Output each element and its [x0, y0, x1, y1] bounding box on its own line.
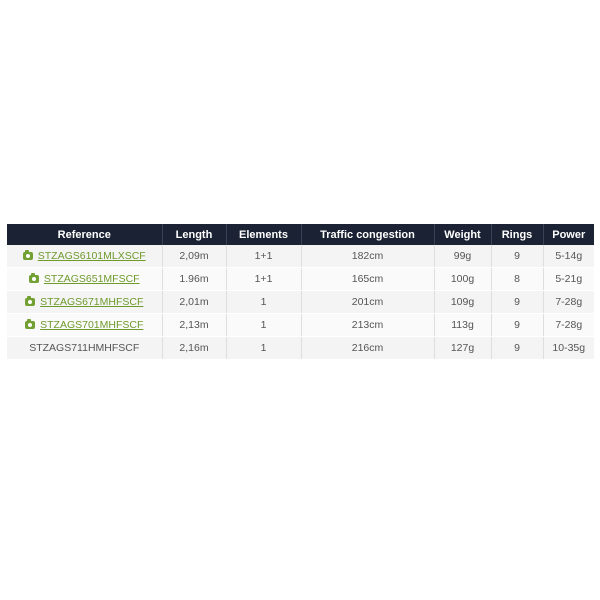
length-cell: 2,09m [161, 245, 226, 268]
power-cell: 5-21g [542, 267, 594, 291]
reference-cell: STZAGS651MFSCF [7, 267, 162, 291]
camera-icon[interactable] [25, 296, 36, 306]
elements-cell: 1 [225, 290, 301, 314]
column-header-traffic-congestion: Traffic congestion [300, 224, 434, 245]
camera-icon[interactable] [25, 319, 36, 329]
weight-cell: 127g [433, 336, 491, 360]
reference-cell: STZAGS701MHFSCF [7, 313, 162, 337]
rings-cell: 9 [490, 336, 543, 360]
traffic-congestion-cell: 213cm [300, 313, 434, 337]
length-cell: 1.96m [161, 267, 226, 291]
length-cell: 2,16m [161, 336, 226, 360]
length-cell: 2,13m [161, 313, 226, 337]
traffic-congestion-cell: 182cm [300, 245, 434, 268]
column-header-elements: Elements [225, 224, 301, 245]
rings-cell: 8 [490, 267, 543, 291]
table-row: STZAGS651MFSCF 1.96m 1+1 165cm 100g 8 5-… [7, 267, 594, 291]
power-cell: 5-14g [542, 245, 594, 268]
elements-cell: 1+1 [225, 245, 301, 268]
length-cell: 2,01m [161, 290, 226, 314]
reference-cell: STZAGS671MHFSCF [7, 290, 162, 314]
weight-cell: 99g [433, 245, 491, 268]
traffic-congestion-cell: 201cm [300, 290, 434, 314]
reference-link[interactable]: STZAGS671MHFSCF [40, 296, 144, 308]
elements-cell: 1+1 [225, 267, 301, 291]
reference-text: STZAGS711HMHFSCF [29, 342, 140, 354]
column-header-length: Length [161, 224, 226, 245]
traffic-congestion-cell: 165cm [300, 267, 434, 291]
table-row: STZAGS711HMHFSCF 2,16m 1 216cm 127g 9 10… [7, 336, 594, 360]
table-row: STZAGS6101MLXSCF 2,09m 1+1 182cm 99g 9 5… [7, 245, 594, 268]
weight-cell: 113g [433, 313, 491, 337]
reference-cell: STZAGS6101MLXSCF [7, 245, 162, 268]
column-header-rings: Rings [490, 224, 543, 245]
header-row: Reference Length Elements Traffic conges… [7, 224, 594, 245]
weight-cell: 109g [433, 290, 491, 314]
rings-cell: 9 [490, 245, 543, 268]
table-row: STZAGS701MHFSCF 2,13m 1 213cm 113g 9 7-2… [7, 313, 594, 337]
weight-cell: 100g [433, 267, 491, 291]
power-cell: 7-28g [542, 313, 594, 337]
spec-table: Reference Length Elements Traffic conges… [7, 224, 594, 360]
power-cell: 7-28g [542, 290, 594, 314]
camera-icon[interactable] [28, 273, 39, 283]
reference-cell: STZAGS711HMHFSCF [7, 336, 162, 360]
traffic-congestion-cell: 216cm [300, 336, 434, 360]
reference-link[interactable]: STZAGS701MHFSCF [40, 319, 144, 331]
table-row: STZAGS671MHFSCF 2,01m 1 201cm 109g 9 7-2… [7, 290, 594, 314]
column-header-reference: Reference [7, 224, 162, 245]
reference-link[interactable]: STZAGS651MFSCF [43, 273, 140, 285]
rings-cell: 9 [490, 313, 543, 337]
power-cell: 10-35g [542, 336, 594, 360]
column-header-power: Power [542, 224, 594, 245]
rings-cell: 9 [490, 290, 543, 314]
column-header-weight: Weight [433, 224, 491, 245]
elements-cell: 1 [225, 336, 301, 360]
reference-link[interactable]: STZAGS6101MLXSCF [37, 250, 146, 262]
elements-cell: 1 [225, 313, 301, 337]
camera-icon[interactable] [22, 250, 33, 260]
